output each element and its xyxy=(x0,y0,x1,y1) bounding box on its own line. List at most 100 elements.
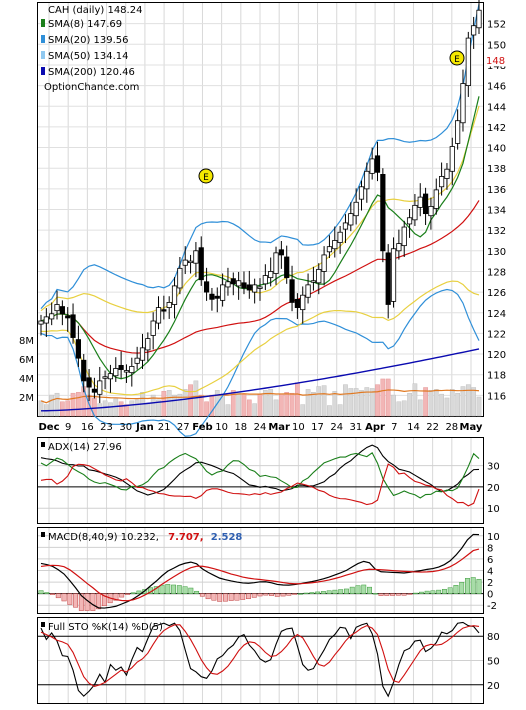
macd-histogram-bar xyxy=(297,593,303,595)
volume-bar xyxy=(348,388,354,417)
sma50-line xyxy=(40,200,480,354)
x-tick-label: 10 xyxy=(292,422,305,433)
candle-body xyxy=(374,155,381,173)
macd-histogram-bar xyxy=(309,592,315,594)
sto-tick-label: 80 xyxy=(487,632,500,643)
tick-label-layer: Dec 9 16 23 30 Jan 21 27 Feb 10 18 24 Mar 10 17 24 31 Apr… xyxy=(19,20,506,692)
macd-histogram-bar xyxy=(38,590,44,594)
volume-bar xyxy=(65,400,71,417)
volume-bar xyxy=(305,389,311,417)
adx-tick-label: 30 xyxy=(487,462,500,473)
macd-histogram-bar xyxy=(413,592,419,595)
candle-body xyxy=(187,260,194,264)
volume-bar xyxy=(369,388,375,417)
macd-histogram-bar xyxy=(165,584,171,594)
macd-histogram-bar xyxy=(459,582,465,594)
macd-histogram-bar xyxy=(67,593,73,605)
volume-bar xyxy=(471,387,477,417)
volume-bar xyxy=(385,378,391,417)
svg-text:E: E xyxy=(454,55,460,65)
candle-body xyxy=(113,368,119,377)
envelope-lower-line xyxy=(40,280,480,396)
candle-body xyxy=(177,267,183,289)
bollinger-upper-line xyxy=(40,3,480,310)
volume-bar xyxy=(150,394,156,417)
macd-histogram-bar xyxy=(228,593,234,601)
volume-bar xyxy=(321,385,327,417)
volume-bar xyxy=(433,389,439,417)
volume-bar xyxy=(177,393,183,417)
macd-histogram-bar xyxy=(355,585,361,594)
macd-histogram-bar xyxy=(194,590,200,594)
candle-body xyxy=(171,285,178,305)
volume-bar xyxy=(396,401,402,417)
macd-series-line xyxy=(40,533,480,609)
y-tick-label: 136 xyxy=(487,185,506,196)
y-tick-label: 118 xyxy=(487,371,506,382)
candle-body xyxy=(332,240,338,250)
candle-body xyxy=(465,37,471,86)
candle-body xyxy=(59,306,65,315)
adx-label: ADX(14) 27.96 xyxy=(41,442,122,453)
volume-bar xyxy=(262,390,268,417)
candle-body xyxy=(278,249,284,256)
ticker-label: CAH (daily) 148.24 xyxy=(48,5,142,16)
macd-histogram-bar xyxy=(430,590,436,594)
volume-bar xyxy=(273,399,279,417)
macd-histogram-bar xyxy=(130,592,136,594)
volume-bar xyxy=(391,394,396,417)
legend-sma50: SMA(50) 134.14 xyxy=(48,51,129,62)
y-tick-label: 122 xyxy=(487,329,506,340)
y-tick-label: 128 xyxy=(487,267,506,278)
volume-average-line xyxy=(40,389,480,404)
candle-body xyxy=(155,307,162,324)
volume-bar xyxy=(236,392,241,417)
candle-body xyxy=(257,286,263,289)
macd-histogram-bar xyxy=(55,593,61,599)
macd-histogram-bar xyxy=(222,593,228,602)
macd-histogram-bar xyxy=(101,593,107,607)
volume-bar xyxy=(311,392,316,417)
candle-body xyxy=(246,284,252,291)
volume-bar xyxy=(161,391,167,417)
macd-histogram-bar xyxy=(96,593,102,610)
candle-body xyxy=(364,170,370,190)
y-tick-label: 124 xyxy=(487,309,506,320)
volume-bar xyxy=(76,392,81,417)
earnings-marker-1: E xyxy=(198,168,214,184)
volume-bar xyxy=(295,382,300,417)
volume-bar xyxy=(359,390,364,417)
volume-bar xyxy=(204,401,209,417)
macd-histogram-bar xyxy=(78,593,84,611)
svg-text:MACD(8,40,9) 10.232, 7.7: MACD(8,40,9) 10.232, 7.707, 2.528 xyxy=(48,532,242,543)
volume-tick-label: 6M xyxy=(19,355,34,366)
candle-body xyxy=(230,278,236,285)
svg-text:E: E xyxy=(203,173,209,183)
macd-histogram-bar xyxy=(384,593,390,596)
candle-body xyxy=(203,281,210,293)
macd-histogram-bar xyxy=(361,584,367,594)
y-tick-label: 120 xyxy=(487,350,506,361)
macd-histogram-bar xyxy=(44,592,50,594)
x-tick-label: 7 xyxy=(391,422,397,433)
candle-body xyxy=(321,254,327,272)
candle-body xyxy=(54,304,60,312)
volume-bar xyxy=(401,400,407,417)
candle-body xyxy=(444,168,450,179)
macd-histogram-bar xyxy=(326,590,332,594)
candle-body xyxy=(102,376,108,379)
candle-body xyxy=(139,347,146,361)
y-tick-label: 142 xyxy=(487,123,506,134)
volume-bar xyxy=(54,392,60,417)
svg-text:Full STO %K(14) %D(5): Full STO %K(14) %D(5) xyxy=(48,622,163,633)
volume-bar xyxy=(460,386,466,417)
earnings-marker-2: E xyxy=(449,50,465,66)
volume-bar xyxy=(423,387,428,417)
macd-histogram-bar xyxy=(390,593,396,596)
volume-bar xyxy=(284,392,290,417)
macd-histogram-bar xyxy=(119,593,125,598)
candle-body xyxy=(193,250,199,264)
candle-body xyxy=(49,313,55,320)
macd-tick-label: 10 xyxy=(487,532,500,543)
